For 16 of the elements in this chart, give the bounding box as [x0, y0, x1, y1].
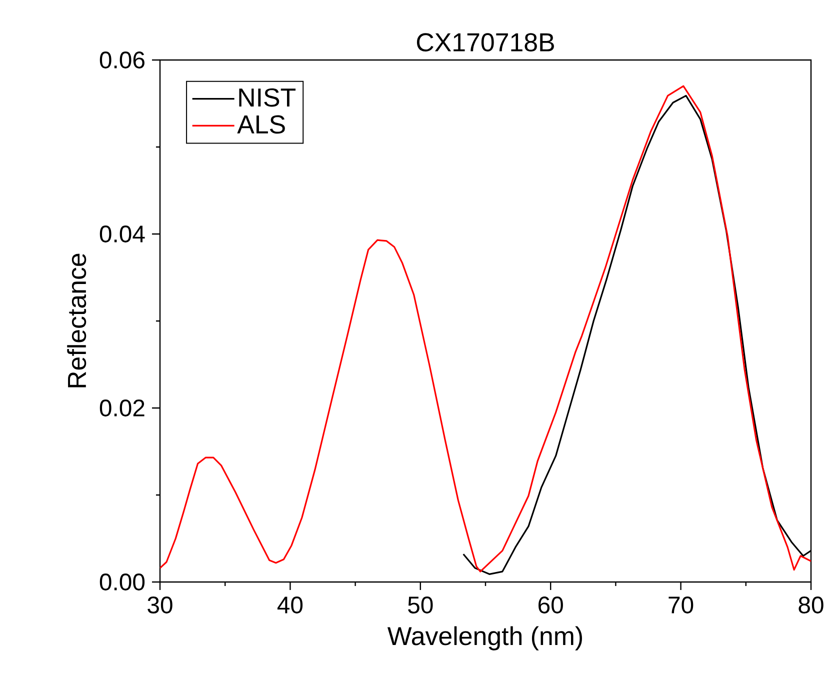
line-series [160, 85, 811, 572]
y-tick-label: 0.00 [100, 574, 145, 590]
x-tick-label: 80 [798, 596, 824, 614]
y-tick-label: 0.02 [100, 400, 144, 416]
x-tick-label: 30 [148, 596, 172, 614]
y-axis-title: Reflectance [67, 254, 86, 388]
x-axis-title: Wavelength (nm) [387, 626, 582, 650]
legend-label: ALS [237, 115, 285, 134]
x-tick-label: 70 [668, 596, 694, 614]
x-tick-label: 40 [277, 596, 303, 614]
x-tick-label: 50 [408, 596, 433, 614]
y-tick-label: 0.04 [100, 226, 145, 242]
x-tick-label: 60 [538, 596, 563, 614]
y-tick-label: 0.06 [100, 52, 144, 68]
legend-label: NIST [239, 88, 296, 107]
chart-title: CX170718B [416, 33, 554, 52]
